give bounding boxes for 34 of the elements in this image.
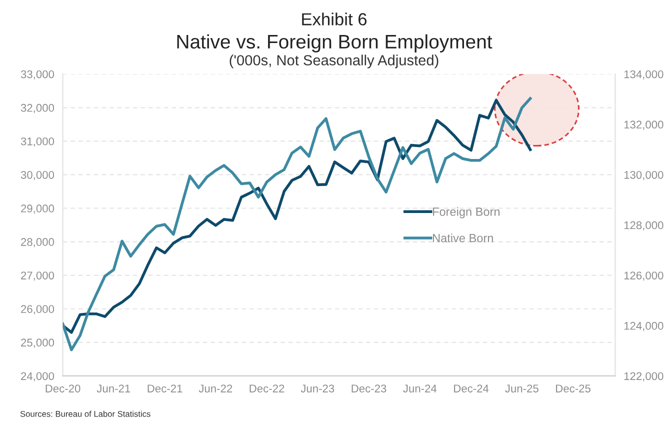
y-tick-label: 28,000 bbox=[21, 238, 54, 248]
y-tick-label: 29,000 bbox=[21, 204, 54, 214]
y2-tick-label: 126,000 bbox=[624, 272, 664, 281]
y2-tick-label: 124,000 bbox=[624, 322, 664, 332]
y-tick-label: 33,000 bbox=[20, 70, 54, 80]
y-tick-label: 24,000 bbox=[21, 372, 54, 382]
x-tick-label: Dec-20 bbox=[46, 384, 80, 392]
y2-tick-label: 130,000 bbox=[624, 170, 664, 180]
x-tick-label: Jun-25 bbox=[505, 384, 538, 392]
y2-tick-label: 134,000 bbox=[624, 70, 664, 80]
x-tick-label: Jun-24 bbox=[403, 384, 437, 392]
y-tick-label: 31,000 bbox=[20, 137, 54, 147]
y-tick-label: 30,000 bbox=[20, 170, 54, 180]
y-tick-label: 27,000 bbox=[21, 272, 54, 281]
x-tick-label: Jun-21 bbox=[96, 384, 130, 392]
y-tick-label: 25,000 bbox=[21, 338, 54, 348]
chart-title: Exhibit 6 bbox=[302, 12, 367, 26]
x-tick-label: Jun-23 bbox=[300, 384, 334, 392]
y-tick-label: 32,000 bbox=[20, 104, 54, 114]
chart-subtitle: Native vs. Foreign Born Employment bbox=[177, 34, 492, 52]
y-tick-label: 26,000 bbox=[21, 305, 54, 314]
text: ('000s, Not Seasonally Adjusted) bbox=[230, 54, 438, 68]
y2-tick-label: 128,000 bbox=[624, 221, 664, 230]
source-note: Sources: Bureau of Labor Statistics bbox=[20, 410, 150, 417]
x-tick-label: Dec-25 bbox=[556, 384, 590, 392]
x-tick-label: Dec-23 bbox=[352, 384, 386, 392]
x-tick-label: Jun-22 bbox=[198, 384, 232, 392]
legend-label: Foreign Born bbox=[433, 207, 500, 218]
y2-tick-label: 132,000 bbox=[624, 120, 664, 130]
x-tick-label: Dec-21 bbox=[148, 384, 182, 392]
x-tick-label: Dec-24 bbox=[454, 384, 489, 392]
legend-label: Native Born bbox=[433, 234, 493, 242]
x-tick-label: Dec-22 bbox=[250, 384, 284, 392]
y2-tick-label: 122,000 bbox=[624, 372, 664, 382]
